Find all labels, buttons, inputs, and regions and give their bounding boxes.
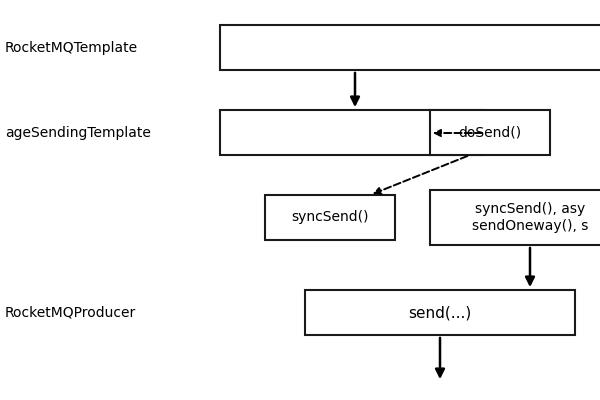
Text: RocketMQTemplate: RocketMQTemplate xyxy=(5,41,138,55)
Text: syncSend(): syncSend() xyxy=(291,210,369,224)
FancyBboxPatch shape xyxy=(305,290,575,335)
Text: ageSendingTemplate: ageSendingTemplate xyxy=(5,126,151,140)
Text: syncSend(), asy
sendOneway(), s: syncSend(), asy sendOneway(), s xyxy=(472,202,588,232)
Text: doSend(): doSend() xyxy=(458,126,521,140)
FancyBboxPatch shape xyxy=(430,110,550,155)
Text: RocketMQProducer: RocketMQProducer xyxy=(5,306,136,320)
FancyBboxPatch shape xyxy=(430,190,600,245)
FancyBboxPatch shape xyxy=(220,25,600,70)
Text: send(...): send(...) xyxy=(409,305,472,320)
FancyBboxPatch shape xyxy=(220,110,485,155)
FancyBboxPatch shape xyxy=(265,195,395,240)
